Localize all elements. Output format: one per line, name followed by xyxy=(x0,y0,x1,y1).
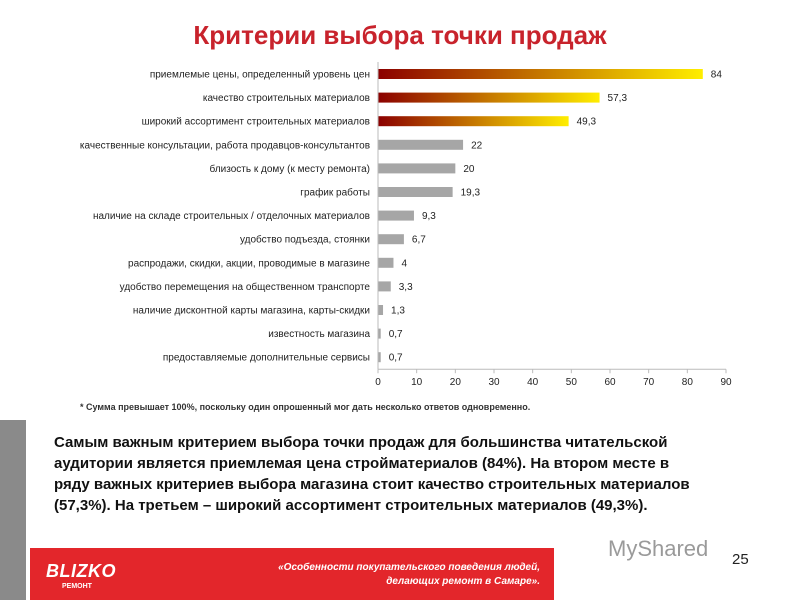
bar xyxy=(378,139,464,150)
value-label: 0,7 xyxy=(389,353,403,364)
category-label: близость к дому (к месту ремонта) xyxy=(210,163,370,175)
x-tick-label: 60 xyxy=(604,377,616,388)
bar xyxy=(378,328,381,339)
category-label: широкий ассортимент строительных материа… xyxy=(142,117,370,128)
x-tick-label: 90 xyxy=(720,377,732,388)
category-label: график работы xyxy=(300,187,370,199)
value-label: 22 xyxy=(471,140,483,151)
x-tick-label: 80 xyxy=(682,377,694,388)
blizko-logo: BLIZKO xyxy=(46,561,116,581)
footnote: * Сумма превышает 100%, поскольку один о… xyxy=(80,402,531,412)
value-label: 49,3 xyxy=(577,117,597,128)
bar xyxy=(378,352,381,363)
left-accent-bar xyxy=(0,420,26,600)
bar xyxy=(378,210,414,221)
x-tick-label: 70 xyxy=(643,377,655,388)
summary-text: Самым важным критерием выбора точки прод… xyxy=(54,434,690,514)
page-title: Критерии выбора точки продаж xyxy=(193,20,607,50)
bar xyxy=(378,163,456,174)
category-label: наличие на складе строительных / отделоч… xyxy=(93,211,370,222)
footer-citation-line2: делающих ремонт в Самаре». xyxy=(386,576,540,587)
footer-citation: «Особенности покупательского поведения л… xyxy=(240,561,540,589)
x-tick-label: 20 xyxy=(450,377,462,388)
x-tick-label: 40 xyxy=(527,377,539,388)
x-tick-label: 0 xyxy=(375,377,381,388)
bar xyxy=(378,116,569,127)
bar xyxy=(378,305,384,315)
value-label: 0,7 xyxy=(389,329,403,340)
bar xyxy=(378,281,391,292)
left-accent-gap xyxy=(26,420,36,548)
bar xyxy=(378,234,404,245)
value-label: 6,7 xyxy=(412,235,426,246)
category-label: предоставляемые дополнительные сервисы xyxy=(163,353,370,364)
bar xyxy=(378,257,394,268)
value-label: 57,3 xyxy=(608,93,628,104)
bar xyxy=(378,187,453,197)
x-tick-label: 50 xyxy=(566,377,578,388)
value-label: 19,3 xyxy=(461,188,481,199)
category-label: качество строительных материалов xyxy=(203,93,370,104)
footer-citation-line1: «Особенности покупательского поведения л… xyxy=(278,562,540,573)
bar xyxy=(378,69,703,79)
category-label: качественные консультации, работа продав… xyxy=(80,139,370,151)
bar xyxy=(378,92,600,103)
value-label: 20 xyxy=(463,164,475,175)
category-label: распродажи, скидки, акции, проводимые в … xyxy=(128,258,370,269)
watermark: MyShared xyxy=(608,536,709,561)
category-label: известность магазина xyxy=(268,329,370,340)
x-tick-label: 10 xyxy=(411,377,423,388)
value-label: 9,3 xyxy=(422,211,436,222)
category-label: приемлемые цены, определенный уровень це… xyxy=(150,70,370,81)
category-label: удобство подъезда, стоянки xyxy=(240,234,370,246)
footer-banner xyxy=(30,548,554,600)
x-tick-label: 30 xyxy=(488,377,500,388)
category-label: удобство перемещения на общественном тра… xyxy=(120,281,371,293)
bar-chart: приемлемые цены, определенный уровень це… xyxy=(80,62,732,388)
value-label: 84 xyxy=(711,70,723,81)
category-label: наличие дисконтной карты магазина, карты… xyxy=(133,306,370,317)
blizko-logo-sub: РЕМОНТ xyxy=(62,583,92,590)
value-label: 4 xyxy=(401,258,407,269)
value-label: 3,3 xyxy=(399,282,413,293)
page-number: 25 xyxy=(732,551,749,568)
value-label: 1,3 xyxy=(391,306,405,317)
